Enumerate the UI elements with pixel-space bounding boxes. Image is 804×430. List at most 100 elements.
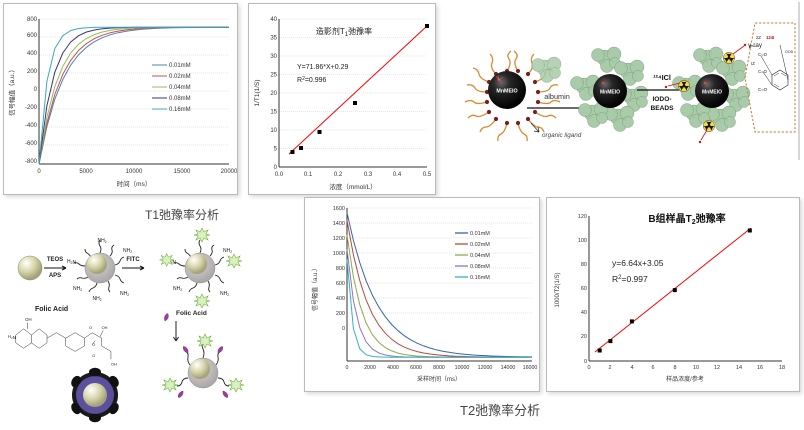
svg-text:NH2: NH2 [92, 296, 101, 302]
svg-text:NH2: NH2 [120, 291, 129, 297]
svg-text:10: 10 [693, 365, 699, 371]
svg-text:10: 10 [270, 128, 277, 134]
svg-text:15000: 15000 [174, 169, 191, 175]
svg-text:2Z: 2Z [756, 35, 761, 40]
svg-text:0.2: 0.2 [334, 172, 343, 178]
svg-text:6: 6 [651, 365, 654, 371]
svg-text:4000: 4000 [387, 365, 399, 371]
svg-text:0: 0 [34, 87, 38, 93]
svg-text:-600: -600 [25, 141, 38, 147]
svg-text:IODO-: IODO- [652, 96, 671, 103]
svg-text:2000: 2000 [364, 365, 376, 371]
svg-text:20: 20 [581, 334, 587, 340]
svg-text:0: 0 [587, 365, 590, 371]
svg-text:15: 15 [270, 110, 277, 116]
svg-text:1000/T2(1/S): 1000/T2(1/S) [555, 272, 561, 307]
svg-text:时间（ms）: 时间（ms） [117, 179, 152, 188]
svg-text:C=O: C=O [758, 52, 768, 57]
svg-text:8000: 8000 [433, 365, 445, 371]
svg-text:浓度（mmol/L）: 浓度（mmol/L） [329, 182, 376, 191]
svg-text:20: 20 [270, 91, 277, 97]
svg-text:O: O [89, 325, 92, 330]
svg-text:Folic Acid: Folic Acid [176, 310, 207, 317]
svg-text:0.02mM: 0.02mM [470, 242, 490, 248]
svg-text:NH2: NH2 [173, 286, 182, 292]
svg-text:信号幅值（a.u.）: 信号幅值（a.u.） [7, 66, 16, 116]
svg-text:0: 0 [346, 365, 349, 371]
svg-text:5: 5 [274, 147, 278, 153]
svg-text:2: 2 [608, 365, 611, 371]
svg-text:NH2: NH2 [220, 291, 229, 297]
svg-text:6000: 6000 [410, 365, 422, 371]
svg-text:1/T1(1/S): 1/T1(1/S) [254, 79, 261, 106]
svg-text:OOD: OOD [785, 50, 794, 54]
svg-text:H2N: H2N [67, 259, 76, 266]
svg-text:0.02mM: 0.02mM [169, 74, 191, 80]
svg-text:100: 100 [578, 238, 587, 244]
svg-text:C=O: C=O [758, 87, 768, 92]
svg-text:60: 60 [581, 286, 587, 292]
svg-text:-800: -800 [25, 159, 38, 165]
svg-text:600: 600 [27, 33, 38, 39]
svg-text:NH2: NH2 [97, 238, 106, 244]
svg-text:C=O: C=O [758, 69, 768, 74]
svg-text:0.16mM: 0.16mM [470, 275, 490, 281]
svg-text:OH: OH [111, 361, 117, 366]
svg-text:TEOS: TEOS [47, 257, 63, 263]
svg-text:1000: 1000 [333, 251, 345, 257]
svg-text:R2=0.996: R2=0.996 [297, 76, 327, 84]
svg-text:H2N: H2N [8, 334, 16, 340]
svg-text:¹²⁴ICl: ¹²⁴ICl [653, 73, 671, 82]
svg-text:14: 14 [736, 365, 742, 371]
svg-text:-200: -200 [25, 105, 38, 111]
svg-text:1400: 1400 [333, 221, 345, 227]
svg-text:12000: 12000 [478, 365, 493, 371]
svg-text:B组样晶T2弛豫率: B组样晶T2弛豫率 [648, 212, 725, 226]
svg-text:APS: APS [49, 273, 61, 279]
svg-text:MnMEIO: MnMEIO [496, 89, 517, 95]
svg-text:albumin: albumin [544, 92, 570, 101]
svg-text:10000: 10000 [126, 169, 143, 175]
svg-text:NH2: NH2 [73, 286, 82, 292]
svg-text:T1弛豫率分析: T1弛豫率分析 [145, 207, 219, 222]
svg-text:124I: 124I [766, 35, 774, 40]
svg-text:400: 400 [336, 296, 345, 302]
svg-text:5000: 5000 [79, 169, 93, 175]
svg-text:0.3: 0.3 [364, 172, 373, 178]
svg-text:FITC: FITC [126, 257, 140, 263]
svg-text:O: O [92, 353, 95, 358]
svg-text:3—: 3— [749, 44, 756, 49]
svg-text:0.08mM: 0.08mM [470, 264, 490, 270]
svg-text:1200: 1200 [333, 236, 345, 242]
svg-text:Folic Acid: Folic Acid [35, 306, 68, 313]
svg-text:y=6.64x+3.05: y=6.64x+3.05 [612, 258, 664, 268]
svg-text:30: 30 [270, 54, 277, 60]
svg-text:40: 40 [581, 310, 587, 316]
svg-text:800: 800 [27, 17, 38, 23]
svg-text:0.0: 0.0 [275, 172, 284, 178]
svg-text:0.1: 0.1 [304, 172, 313, 178]
svg-text:Y=71.86*X+0.29: Y=71.86*X+0.29 [297, 64, 348, 71]
svg-text:OH: OH [25, 317, 31, 322]
svg-text:4: 4 [630, 365, 633, 371]
svg-text:0.16mM: 0.16mM [169, 107, 191, 113]
svg-text:样品浓度/参考: 样品浓度/参考 [666, 375, 704, 383]
svg-text:10000: 10000 [455, 365, 470, 371]
svg-text:-400: -400 [25, 123, 38, 129]
svg-text:organic ligand: organic ligand [542, 132, 582, 139]
svg-text:信号幅值（a.u.）: 信号幅值（a.u.） [311, 265, 319, 311]
svg-text:0.5: 0.5 [423, 172, 432, 178]
svg-text:12: 12 [714, 365, 720, 371]
svg-text:OH: OH [102, 325, 108, 330]
svg-text:20000: 20000 [221, 169, 237, 175]
svg-text:25: 25 [270, 73, 277, 79]
svg-text:80: 80 [581, 262, 587, 268]
svg-text:0: 0 [37, 169, 41, 175]
svg-text:0.04mM: 0.04mM [470, 253, 490, 259]
svg-text:MnMEIO: MnMEIO [702, 89, 722, 95]
svg-text:14000: 14000 [501, 365, 516, 371]
svg-text:BEADS: BEADS [650, 105, 674, 112]
svg-text:8: 8 [673, 365, 676, 371]
svg-text:0.01mM: 0.01mM [169, 63, 191, 69]
svg-text:NH2: NH2 [223, 248, 232, 254]
